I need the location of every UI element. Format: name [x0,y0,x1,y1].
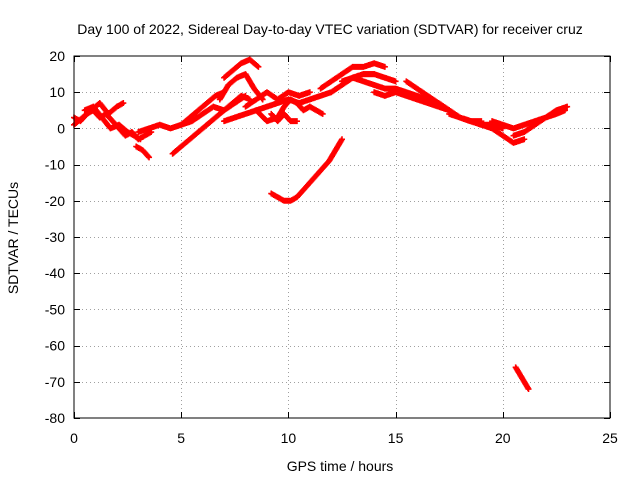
series-track-t [446,110,528,146]
x-tick-label: 15 [388,430,404,446]
x-tick-label: 5 [177,430,185,446]
series-track-c [81,103,144,143]
series-track-l [242,89,313,110]
series-track-w [512,364,532,393]
y-tick-label: -10 [45,157,65,173]
x-tick-label: 25 [602,430,618,446]
series-track-m [268,110,300,125]
x-tick-label: 0 [70,430,78,446]
chart-title: Day 100 of 2022, Sidereal Day-to-day VTE… [77,21,583,37]
y-tick-label: -60 [45,338,65,354]
y-tick-label: -80 [45,410,65,426]
series-track-d [133,143,153,161]
series-track-g [178,89,228,128]
grid-lines [74,56,610,418]
series-track-h [216,71,266,103]
series-track-i [221,56,262,81]
series-track-k [253,96,326,125]
y-axis-label: SDTVAR / TECUs [5,182,21,294]
axis-ticks: 0 5 10 15 20 25 -80 -70 -60 -50 -40 -30 -20 -10 0 10 20 [45,48,618,446]
y-tick-label: -30 [45,229,65,245]
x-tick-label: 20 [495,430,511,446]
y-tick-label: -40 [45,265,65,281]
y-tick-label: -70 [45,374,65,390]
y-tick-label: 10 [49,84,65,100]
series-track-f [169,92,253,157]
x-tick-label: 10 [281,430,297,446]
y-tick-label: 0 [57,120,65,136]
y-tick-label: -50 [45,301,65,317]
x-axis-label: GPS time / hours [287,458,394,474]
y-tick-label: -20 [45,193,65,209]
series-track-v [510,103,571,139]
data-series [71,56,571,393]
y-tick-label: 20 [49,48,65,64]
series-track-o [317,60,388,92]
series-track-n [268,136,345,204]
